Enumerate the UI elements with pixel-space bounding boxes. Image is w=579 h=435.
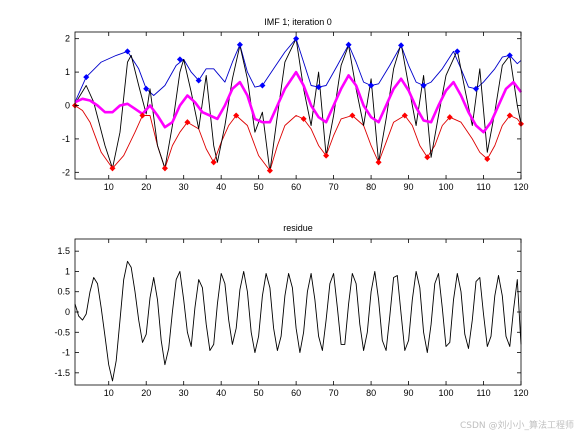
bottom-xtick-label: 30 (179, 388, 189, 398)
top-upper-extrema-marker (420, 82, 427, 89)
top-lower-extrema-marker (375, 159, 382, 166)
bottom-xtick-label: 90 (404, 388, 414, 398)
top-xtick-label: 40 (216, 182, 226, 192)
bottom-xtick-label: 110 (476, 388, 490, 398)
bottom-ytick-label: 1.5 (57, 246, 70, 256)
top-lower-extrema-marker (266, 167, 273, 174)
top-upper-extrema-marker (506, 52, 513, 59)
top-ytick-label: -1 (62, 134, 70, 144)
bottom-ytick-label: 0 (65, 307, 70, 317)
top-plot-frame (74, 31, 522, 180)
top-upper-extrema-marker (195, 77, 202, 84)
top-upper-extrema-marker (293, 35, 300, 42)
bottom-series-group (74, 260, 522, 382)
bottom-ytick-label: -0.5 (54, 327, 70, 337)
bottom-xtick-label: 120 (513, 388, 528, 398)
bottom-y-axis: -1.5 -1 -0.5 0 0.5 1 1.5 (54, 246, 521, 378)
top-upper-extrema-marker (176, 56, 183, 63)
top-xtick-label: 70 (329, 182, 339, 192)
top-lower-extrema-marker (300, 115, 307, 122)
bottom-plot-frame (74, 238, 522, 386)
bottom-ytick-label: 0.5 (57, 287, 70, 297)
top-lower-extrema-marker (401, 112, 408, 119)
top-lower-extrema-marker (161, 165, 168, 172)
bottom-ytick-label: 1 (65, 266, 70, 276)
top-lower-extrema-marker (349, 112, 356, 119)
bottom-xtick-label: 20 (141, 388, 151, 398)
top-xtick-label: 60 (291, 182, 301, 192)
top-lower-extrema-marker (323, 152, 330, 159)
bottom-chart-title: residue (283, 223, 313, 233)
top-subplot: IMF 1; iteration 0 10 20 30 40 50 60 70 80 90 100… (62, 17, 529, 192)
bottom-plot-area (75, 239, 521, 385)
bottom-ytick-label: -1 (62, 348, 70, 358)
top-upper-extrema-marker (454, 48, 461, 55)
top-lower-extrema-marker (446, 114, 453, 121)
bottom-xtick-label: 70 (329, 388, 339, 398)
top-upper-extrema-marker (124, 48, 131, 55)
bottom-xtick-label: 80 (366, 388, 376, 398)
top-chart-title: IMF 1; iteration 0 (264, 17, 332, 27)
top-upper-extrema-marker (345, 41, 352, 48)
top-series-group (71, 35, 525, 174)
top-upper-extrema-marker (315, 84, 322, 91)
top-ytick-label: -2 (62, 167, 70, 177)
top-lower-extrema-marker (233, 112, 240, 119)
top-ytick-label: 2 (65, 34, 70, 44)
bottom-residue-line (74, 260, 522, 382)
top-xtick-label: 80 (366, 182, 376, 192)
top-xtick-label: 120 (513, 182, 528, 192)
bottom-xtick-label: 40 (216, 388, 226, 398)
top-lower-extrema-marker (109, 165, 116, 172)
bottom-xtick-label: 60 (291, 388, 301, 398)
top-xtick-label: 10 (104, 182, 114, 192)
bottom-xtick-label: 50 (254, 388, 264, 398)
top-upper-extrema-marker (143, 85, 150, 92)
top-upper-extrema-marker (368, 82, 375, 89)
bottom-x-axis: 10 20 30 40 50 60 70 80 90 100 110 120 (104, 239, 529, 398)
watermark-text: CSDN @刘小小_算法工程师 (460, 419, 574, 431)
top-xtick-label: 50 (254, 182, 264, 192)
bottom-subplot: residue 10 20 30 40 50 60 70 80 90 100 110 120 -1.5… (54, 223, 528, 398)
top-lower-extrema-marker (424, 154, 431, 161)
top-upper-extrema-marker (83, 74, 90, 81)
bottom-ytick-label: -1.5 (54, 368, 70, 378)
top-lower-extrema-marker (506, 112, 513, 119)
top-lower-extrema-marker (210, 159, 217, 166)
top-upper-envelope-line (74, 38, 522, 103)
top-mean-envelope-line (74, 70, 523, 134)
bottom-xtick-label: 10 (104, 388, 114, 398)
bottom-xtick-label: 100 (439, 388, 454, 398)
top-lower-extrema-marker (184, 119, 191, 126)
top-lower-extrema-marker (484, 155, 491, 162)
top-ytick-label: 1 (65, 67, 70, 77)
top-xtick-label: 30 (179, 182, 189, 192)
top-xtick-label: 20 (141, 182, 151, 192)
top-upper-extrema-marker (236, 41, 243, 48)
top-xtick-label: 110 (476, 182, 490, 192)
top-y-axis: -2 -1 0 1 2 (62, 34, 521, 177)
top-xtick-label: 100 (439, 182, 454, 192)
top-upper-extrema-marker (473, 85, 480, 92)
top-xtick-label: 90 (404, 182, 414, 192)
top-upper-extrema-marker (398, 42, 405, 49)
top-lower-extrema-marker (139, 112, 146, 119)
top-ytick-label: 0 (65, 101, 70, 111)
top-upper-extrema-marker (259, 82, 266, 89)
